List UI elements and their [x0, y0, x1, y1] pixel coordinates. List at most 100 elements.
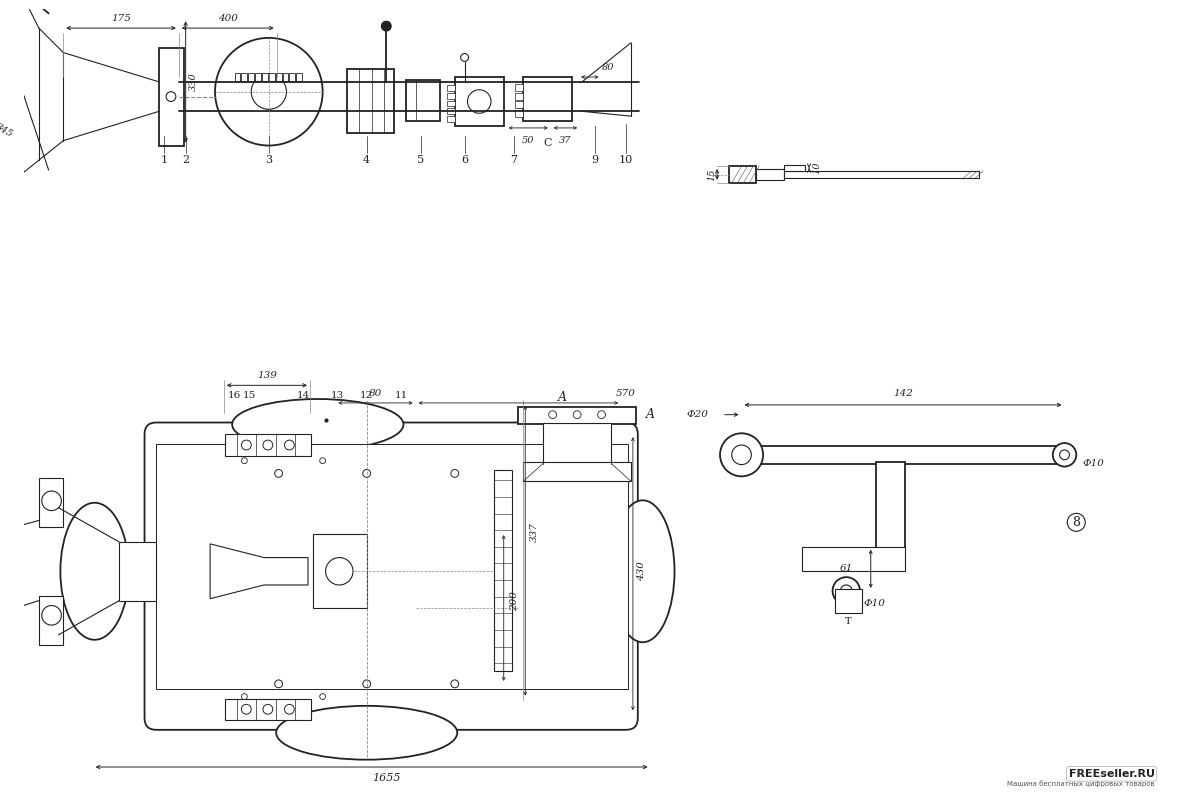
Text: Ф10: Ф10: [864, 599, 886, 608]
Text: T: T: [845, 618, 852, 626]
Text: 142: 142: [893, 389, 913, 398]
Circle shape: [42, 606, 61, 625]
Bar: [289, 73, 295, 81]
Text: 6: 6: [461, 155, 468, 166]
Circle shape: [275, 470, 282, 478]
Circle shape: [732, 445, 751, 465]
Bar: [224, 434, 311, 456]
Bar: [518, 407, 636, 425]
Bar: [834, 589, 862, 614]
Circle shape: [461, 54, 468, 62]
Text: 175: 175: [112, 14, 131, 23]
Text: 400: 400: [217, 14, 238, 23]
Circle shape: [598, 410, 606, 418]
Bar: [406, 80, 440, 121]
Bar: [784, 165, 805, 171]
Text: 345: 345: [0, 122, 14, 139]
Text: 12: 12: [360, 390, 373, 400]
Circle shape: [241, 440, 251, 450]
Bar: [256, 73, 262, 81]
Bar: [756, 169, 784, 180]
Text: Ф10: Ф10: [1082, 459, 1104, 468]
Bar: [347, 69, 394, 133]
Circle shape: [166, 92, 176, 102]
Bar: [262, 73, 268, 81]
Bar: [742, 446, 1064, 464]
Text: 15: 15: [242, 390, 256, 400]
Circle shape: [451, 470, 458, 478]
Bar: [803, 547, 905, 571]
Text: 430: 430: [637, 562, 646, 582]
Text: C: C: [544, 138, 552, 147]
Circle shape: [840, 585, 852, 597]
Text: 1655: 1655: [372, 773, 401, 783]
Bar: [784, 171, 979, 178]
Bar: [728, 166, 756, 182]
Text: 337: 337: [530, 522, 539, 542]
Bar: [523, 77, 572, 121]
Text: 61: 61: [840, 564, 853, 573]
Circle shape: [548, 410, 557, 418]
Bar: [516, 102, 523, 108]
Circle shape: [833, 577, 860, 605]
Bar: [234, 73, 240, 81]
Bar: [160, 48, 184, 146]
Bar: [156, 444, 628, 689]
Circle shape: [362, 470, 371, 478]
Bar: [38, 596, 64, 645]
Text: 7: 7: [510, 155, 517, 166]
Text: 139: 139: [257, 371, 277, 381]
Text: A: A: [646, 408, 655, 421]
Circle shape: [241, 458, 247, 464]
Bar: [296, 73, 302, 81]
Bar: [248, 73, 254, 81]
Text: 10: 10: [619, 155, 634, 166]
Bar: [446, 101, 455, 106]
Text: 16: 16: [228, 390, 241, 400]
Bar: [516, 93, 523, 99]
Circle shape: [720, 434, 763, 476]
Bar: [455, 77, 504, 126]
Circle shape: [241, 704, 251, 714]
Text: 15: 15: [707, 168, 716, 181]
Circle shape: [382, 22, 391, 31]
Text: 1: 1: [161, 155, 168, 166]
Circle shape: [574, 410, 581, 418]
Text: 50: 50: [522, 136, 534, 145]
Circle shape: [1052, 443, 1076, 466]
Circle shape: [468, 90, 491, 114]
Circle shape: [325, 558, 353, 585]
Text: 8: 8: [1073, 516, 1080, 529]
Text: 2: 2: [182, 155, 190, 166]
Circle shape: [42, 491, 61, 510]
Text: 330: 330: [188, 73, 198, 91]
Circle shape: [362, 680, 371, 688]
Bar: [313, 534, 367, 609]
Bar: [119, 542, 156, 601]
Circle shape: [241, 694, 247, 699]
Text: 37: 37: [559, 136, 571, 145]
Circle shape: [215, 38, 323, 146]
Ellipse shape: [60, 502, 128, 640]
Text: 200: 200: [510, 590, 518, 610]
Text: Машина бесплатных цифровых товаров: Машина бесплатных цифровых товаров: [1007, 780, 1154, 787]
Text: 570: 570: [616, 389, 636, 398]
Polygon shape: [210, 544, 308, 598]
Text: 10: 10: [812, 162, 821, 174]
Bar: [38, 478, 64, 527]
Circle shape: [451, 680, 458, 688]
Bar: [446, 85, 455, 90]
Bar: [542, 422, 611, 464]
Bar: [494, 470, 511, 671]
Bar: [446, 108, 455, 114]
Text: 4: 4: [364, 155, 371, 166]
Text: 80: 80: [368, 389, 382, 398]
Text: 80: 80: [601, 62, 614, 72]
Ellipse shape: [232, 399, 403, 450]
Bar: [516, 84, 523, 90]
Bar: [523, 462, 631, 482]
Ellipse shape: [611, 500, 674, 642]
Text: 11: 11: [395, 390, 408, 400]
Bar: [446, 116, 455, 122]
Circle shape: [284, 704, 294, 714]
